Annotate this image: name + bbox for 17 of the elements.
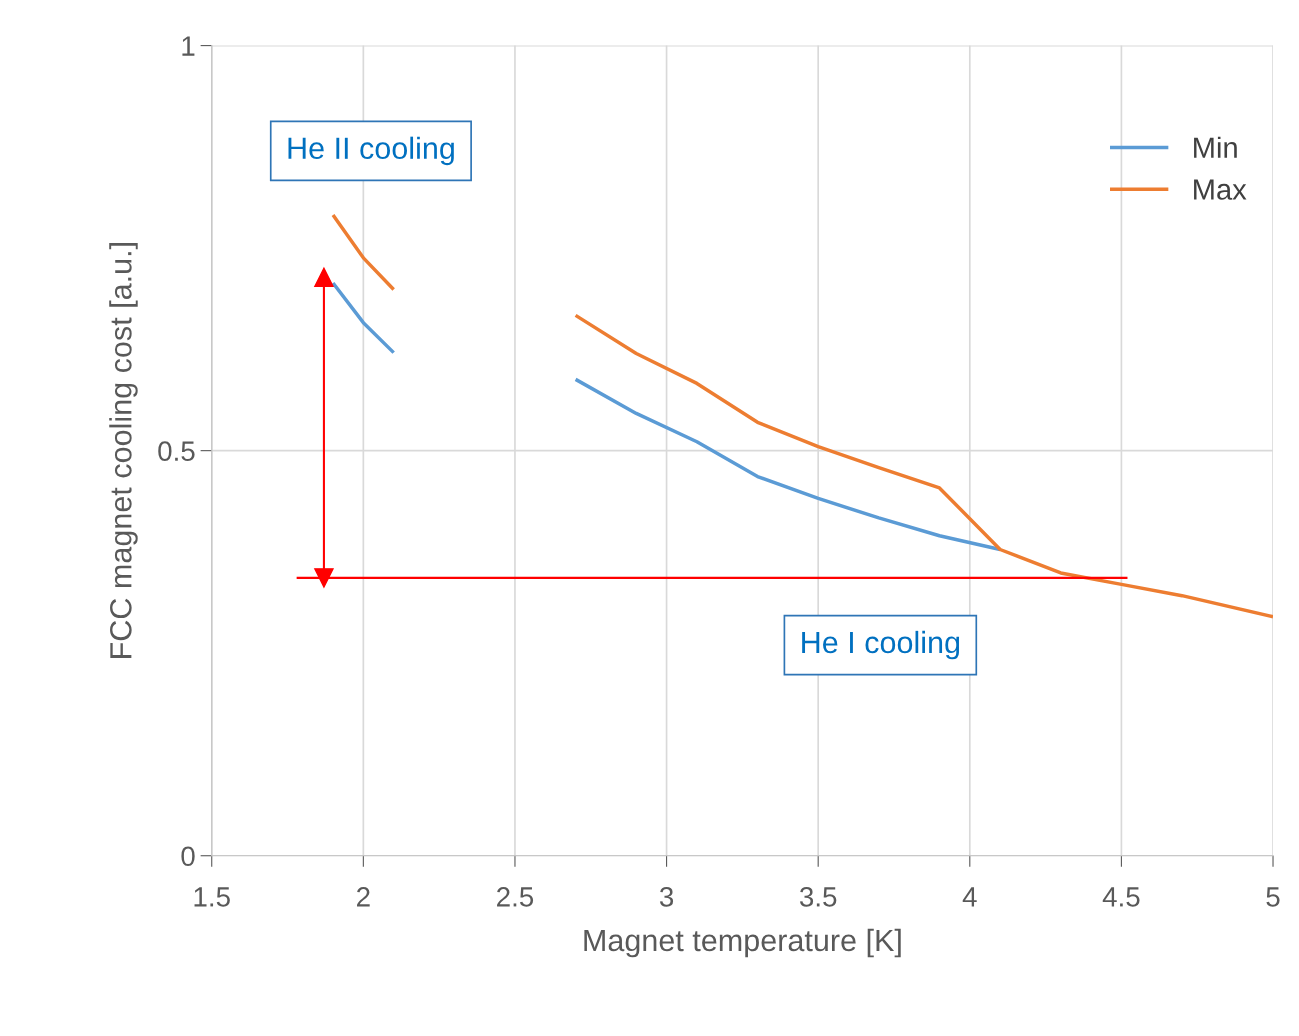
legend-label: Max <box>1194 179 1247 200</box>
annotation: He I cooling <box>802 630 960 660</box>
x-axis-title: Magnet temperature [K] <box>584 928 901 958</box>
annotation: He II cooling <box>288 136 454 166</box>
y-axis-title: FCC magnet cooling cost [a.u.] <box>109 243 138 658</box>
x-tick-label: 3.5 <box>799 887 837 907</box>
y-tick-label: 1 <box>182 36 195 56</box>
x-tick-label: 4 <box>962 887 977 907</box>
x-tick-label: 2 <box>357 887 370 907</box>
y-tick-label: 0 <box>181 846 195 867</box>
x-tick-label: 5 <box>1266 887 1280 907</box>
y-tick-label: 0.5 <box>158 441 195 461</box>
x-tick-label: 1.5 <box>194 887 230 907</box>
legend-label: Min <box>1194 136 1237 158</box>
x-tick-label: 2.5 <box>497 887 534 907</box>
x-tick-label: 3 <box>659 887 674 907</box>
x-tick-label: 4.5 <box>1102 887 1140 907</box>
